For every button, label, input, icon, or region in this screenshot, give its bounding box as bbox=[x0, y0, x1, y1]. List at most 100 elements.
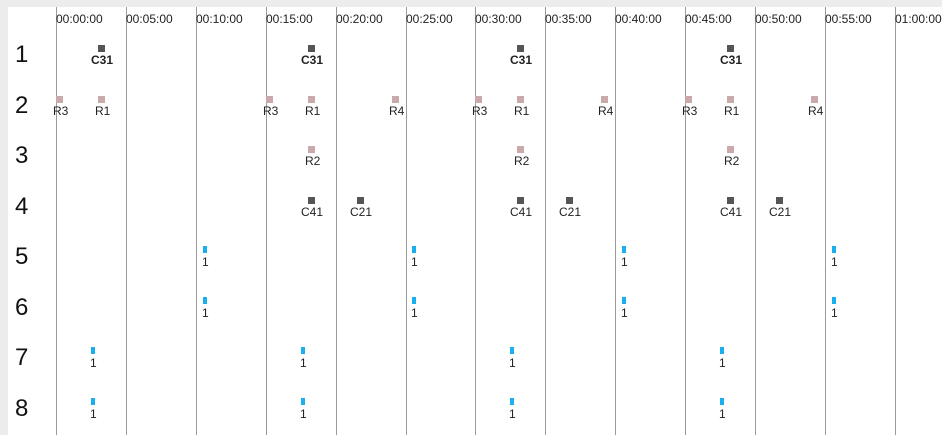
event-label: R3 bbox=[682, 104, 698, 118]
row-label: 5 bbox=[15, 243, 29, 270]
event-marker bbox=[357, 197, 364, 204]
event-marker bbox=[266, 96, 273, 103]
event-marker bbox=[566, 197, 573, 204]
event-label: C31 bbox=[720, 53, 743, 67]
event-label: 1 bbox=[509, 356, 516, 370]
event-marker bbox=[517, 45, 524, 52]
row-label: 4 bbox=[15, 193, 29, 220]
gridline bbox=[475, 7, 476, 435]
event-label: 1 bbox=[202, 255, 209, 269]
event-marker bbox=[727, 197, 734, 204]
event-label: R1 bbox=[514, 104, 530, 118]
row-label: 3 bbox=[15, 142, 29, 169]
event-label: 1 bbox=[411, 306, 418, 320]
time-tick-label: 00:25:00 bbox=[406, 12, 453, 26]
event-marker bbox=[203, 246, 207, 253]
event-label: R2 bbox=[724, 154, 740, 168]
row-label: 6 bbox=[15, 294, 29, 321]
event-marker bbox=[301, 398, 305, 405]
time-tick-label: 00:35:00 bbox=[545, 12, 592, 26]
gridline bbox=[336, 7, 337, 435]
event-marker bbox=[56, 96, 63, 103]
gridline bbox=[825, 7, 826, 435]
event-marker bbox=[832, 246, 836, 253]
event-label: 1 bbox=[831, 255, 838, 269]
event-label: 1 bbox=[509, 407, 516, 421]
event-label: C41 bbox=[301, 205, 324, 219]
event-label: R3 bbox=[53, 104, 69, 118]
event-marker bbox=[776, 197, 783, 204]
event-marker bbox=[308, 197, 315, 204]
row-label: 1 bbox=[15, 41, 29, 68]
event-marker bbox=[475, 96, 482, 103]
time-tick-label: 00:05:00 bbox=[126, 12, 173, 26]
time-tick-label: 00:20:00 bbox=[336, 12, 383, 26]
event-marker bbox=[517, 197, 524, 204]
event-marker bbox=[622, 246, 626, 253]
event-label: C31 bbox=[91, 53, 114, 67]
event-label: C31 bbox=[301, 53, 324, 67]
event-label: 1 bbox=[831, 306, 838, 320]
time-tick-label: 00:30:00 bbox=[475, 12, 522, 26]
gridline bbox=[755, 7, 756, 435]
gridline bbox=[406, 7, 407, 435]
time-tick-label: 00:15:00 bbox=[266, 12, 313, 26]
event-marker bbox=[811, 96, 818, 103]
event-label: 1 bbox=[719, 407, 726, 421]
event-label: R1 bbox=[724, 104, 740, 118]
event-marker bbox=[308, 146, 315, 153]
row-label: 2 bbox=[15, 92, 29, 119]
event-label: R4 bbox=[808, 104, 824, 118]
event-label: 1 bbox=[621, 255, 628, 269]
gridline bbox=[126, 7, 127, 435]
event-label: R3 bbox=[263, 104, 279, 118]
gridline bbox=[196, 7, 197, 435]
event-marker bbox=[412, 297, 416, 304]
event-label: 1 bbox=[90, 356, 97, 370]
event-marker bbox=[91, 398, 95, 405]
event-label: 1 bbox=[411, 255, 418, 269]
event-label: C41 bbox=[510, 205, 533, 219]
event-label: 1 bbox=[300, 407, 307, 421]
event-label: 1 bbox=[202, 306, 209, 320]
row-label: 7 bbox=[15, 344, 29, 371]
event-marker bbox=[685, 96, 692, 103]
event-marker bbox=[517, 146, 524, 153]
event-marker bbox=[727, 146, 734, 153]
event-marker bbox=[517, 96, 524, 103]
event-label: R2 bbox=[514, 154, 530, 168]
row-label: 8 bbox=[15, 395, 29, 422]
event-label: C21 bbox=[769, 205, 792, 219]
gridline bbox=[615, 7, 616, 435]
event-marker bbox=[308, 45, 315, 52]
event-label: C41 bbox=[720, 205, 743, 219]
event-marker bbox=[727, 96, 734, 103]
gridline bbox=[56, 7, 57, 435]
event-marker bbox=[308, 96, 315, 103]
event-label: 1 bbox=[90, 407, 97, 421]
gridline bbox=[685, 7, 686, 435]
event-marker bbox=[510, 347, 514, 354]
event-marker bbox=[91, 347, 95, 354]
event-label: 1 bbox=[300, 356, 307, 370]
event-marker bbox=[510, 398, 514, 405]
time-tick-label: 00:50:00 bbox=[755, 12, 802, 26]
event-marker bbox=[832, 297, 836, 304]
time-tick-label: 00:00:00 bbox=[56, 12, 103, 26]
event-marker bbox=[720, 347, 724, 354]
time-tick-label: 00:40:00 bbox=[615, 12, 662, 26]
event-marker bbox=[601, 96, 608, 103]
gridline bbox=[266, 7, 267, 435]
event-label: R1 bbox=[305, 104, 321, 118]
gridline bbox=[895, 7, 896, 435]
event-marker bbox=[98, 45, 105, 52]
event-marker bbox=[727, 45, 734, 52]
event-marker bbox=[392, 96, 399, 103]
event-label: R4 bbox=[598, 104, 614, 118]
event-marker bbox=[720, 398, 724, 405]
time-tick-label: 00:45:00 bbox=[685, 12, 732, 26]
event-label: 1 bbox=[621, 306, 628, 320]
event-label: R2 bbox=[305, 154, 321, 168]
event-label: R1 bbox=[95, 104, 111, 118]
event-label: R3 bbox=[472, 104, 488, 118]
